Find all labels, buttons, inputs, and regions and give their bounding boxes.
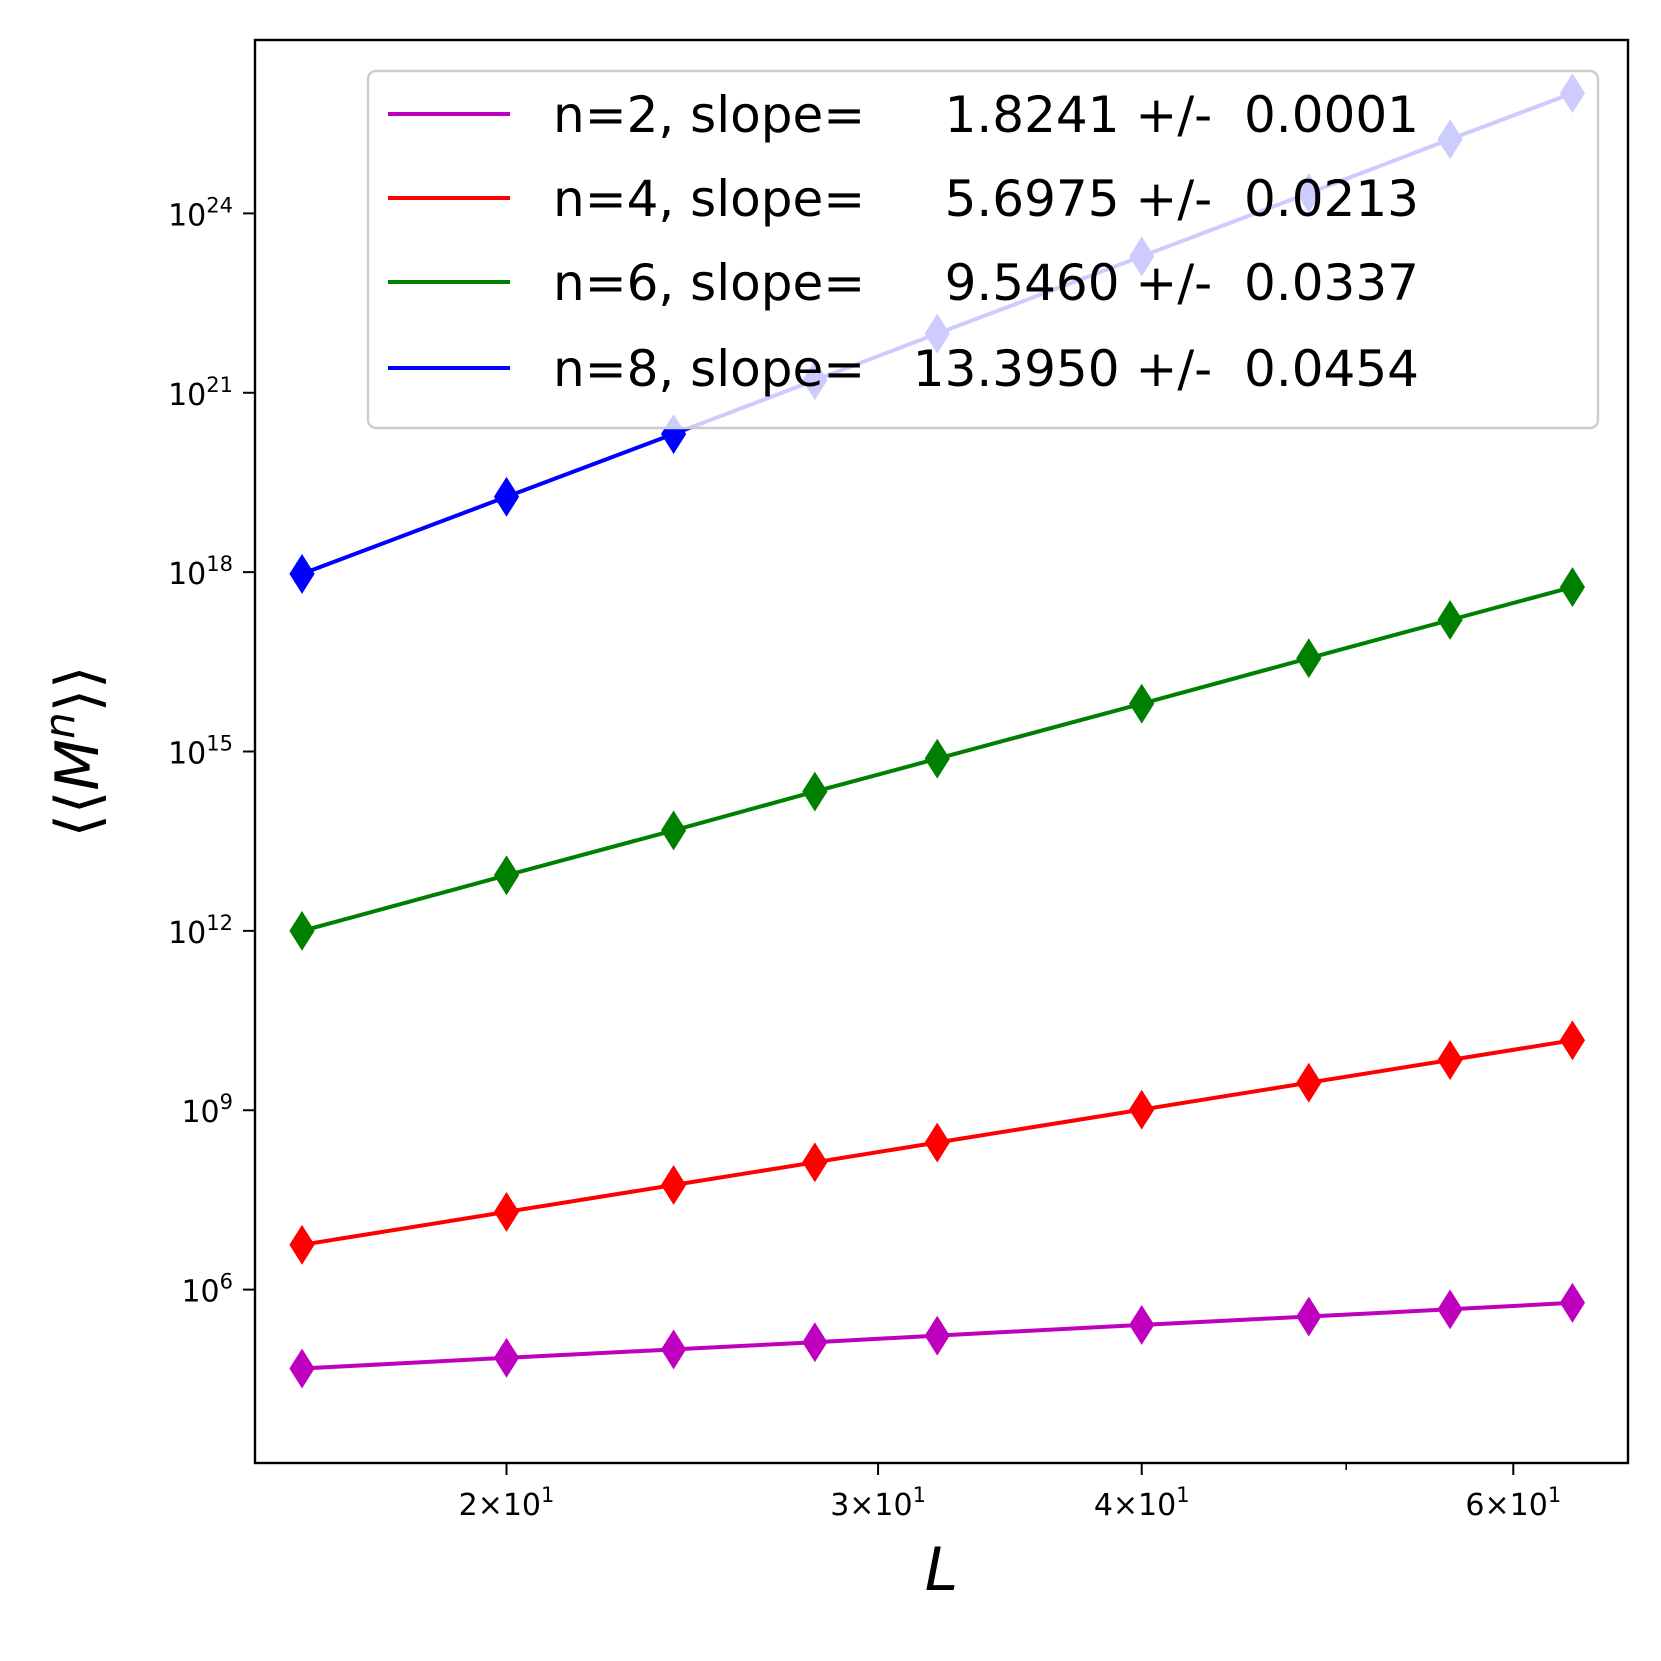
data-point bbox=[1296, 1062, 1322, 1103]
y-tick-label: 1018 bbox=[168, 552, 233, 592]
data-point bbox=[493, 476, 520, 517]
y-tick-label: 109 bbox=[181, 1090, 233, 1130]
y-tick-label: 1024 bbox=[168, 193, 233, 233]
data-point bbox=[493, 1191, 520, 1232]
x-tick-label: 4×101 bbox=[1094, 1483, 1190, 1523]
legend-item-n=8: n=8, slope= 13.3950 +/- 0.0454 bbox=[388, 340, 1419, 398]
legend-label: n=2, slope= 1.8241 +/- 0.0001 bbox=[553, 86, 1419, 144]
legend-box bbox=[366, 69, 1600, 430]
series-n=2 bbox=[289, 1282, 1586, 1389]
data-point bbox=[802, 771, 828, 812]
y-tick-label: 106 bbox=[181, 1270, 233, 1310]
data-point bbox=[289, 553, 315, 594]
x-axis-title: L bbox=[925, 1535, 958, 1605]
x-tick-label: 2×101 bbox=[459, 1483, 555, 1523]
data-point bbox=[802, 1142, 828, 1183]
data-point bbox=[289, 1348, 315, 1389]
y-tick-label: 1015 bbox=[168, 732, 233, 772]
data-point bbox=[1296, 638, 1322, 679]
legend: n=2, slope= 1.8241 +/- 0.0001 n=4, slope=… bbox=[366, 69, 1600, 430]
data-point bbox=[1437, 600, 1463, 640]
data-point bbox=[660, 1165, 687, 1205]
data-point bbox=[1559, 1282, 1586, 1323]
data-point bbox=[924, 1122, 950, 1163]
data-point bbox=[289, 1224, 315, 1265]
data-point bbox=[1129, 1089, 1155, 1130]
y-tick-label: 1021 bbox=[168, 373, 233, 413]
legend-item-n=4: n=4, slope= 5.6975 +/- 0.0213 bbox=[388, 170, 1419, 228]
data-point bbox=[1129, 1304, 1155, 1345]
data-point bbox=[289, 910, 315, 951]
data-point bbox=[1437, 1289, 1463, 1330]
svg-text:⟨⟨Mn⟩⟩: ⟨⟨Mn⟩⟩ bbox=[35, 665, 113, 837]
legend-label: n=8, slope= 13.3950 +/- 0.0454 bbox=[553, 340, 1419, 398]
legend-item-n=2: n=2, slope= 1.8241 +/- 0.0001 bbox=[388, 86, 1419, 144]
data-point bbox=[1559, 567, 1586, 608]
data-point bbox=[493, 1337, 520, 1378]
data-point bbox=[660, 1329, 687, 1370]
legend-item-n=6: n=6, slope= 9.5460 +/- 0.0337 bbox=[388, 254, 1419, 312]
legend-label: n=4, slope= 5.6975 +/- 0.0213 bbox=[553, 170, 1419, 228]
series-n=6 bbox=[289, 567, 1586, 951]
data-point bbox=[802, 1322, 828, 1363]
y-axis: 106 109 1012 1015 1018 1021 1024 bbox=[168, 193, 255, 1310]
y-tick-label: 1012 bbox=[168, 911, 233, 951]
legend-label: n=6, slope= 9.5460 +/- 0.0337 bbox=[553, 254, 1419, 312]
data-point bbox=[924, 1315, 950, 1356]
data-point bbox=[924, 738, 950, 779]
data-point bbox=[493, 855, 520, 896]
x-axis: 2×101 3×101 4×101 6×101 bbox=[459, 1463, 1561, 1523]
data-point bbox=[660, 810, 687, 851]
series-n=4 bbox=[289, 1020, 1586, 1265]
y-axis-title: ⟨⟨Mn⟩⟩ bbox=[35, 665, 113, 837]
x-tick-label: 3×101 bbox=[830, 1483, 926, 1523]
data-point bbox=[1129, 683, 1155, 724]
data-point bbox=[1559, 1020, 1586, 1061]
data-point bbox=[1296, 1296, 1322, 1337]
x-tick-label: 6×101 bbox=[1465, 1483, 1561, 1523]
data-point bbox=[1437, 1040, 1463, 1080]
